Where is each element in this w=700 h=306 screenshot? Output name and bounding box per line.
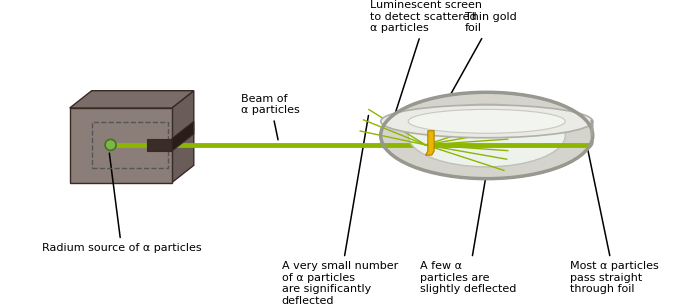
- Polygon shape: [147, 139, 172, 151]
- Ellipse shape: [408, 104, 566, 167]
- Ellipse shape: [381, 105, 593, 138]
- Text: Beam of
α particles: Beam of α particles: [241, 94, 300, 140]
- Polygon shape: [172, 121, 194, 151]
- Text: A few α
particles are
slightly deflected: A few α particles are slightly deflected: [421, 165, 517, 294]
- Polygon shape: [592, 120, 593, 137]
- Polygon shape: [172, 91, 194, 183]
- Circle shape: [105, 140, 116, 150]
- Text: Thin gold
foil: Thin gold foil: [430, 12, 517, 130]
- Ellipse shape: [381, 121, 593, 164]
- Polygon shape: [70, 108, 172, 183]
- Text: A very small number
of α particles
are significantly
deflected: A very small number of α particles are s…: [282, 115, 398, 306]
- Text: Radium source of α particles: Radium source of α particles: [42, 153, 202, 253]
- Ellipse shape: [381, 92, 593, 179]
- Ellipse shape: [408, 109, 566, 133]
- Text: Luminescent screen
to detect scattered
α particles: Luminescent screen to detect scattered α…: [370, 0, 482, 127]
- Polygon shape: [70, 91, 194, 108]
- Polygon shape: [426, 131, 434, 155]
- Text: Most α particles
pass straight
through foil: Most α particles pass straight through f…: [570, 146, 659, 294]
